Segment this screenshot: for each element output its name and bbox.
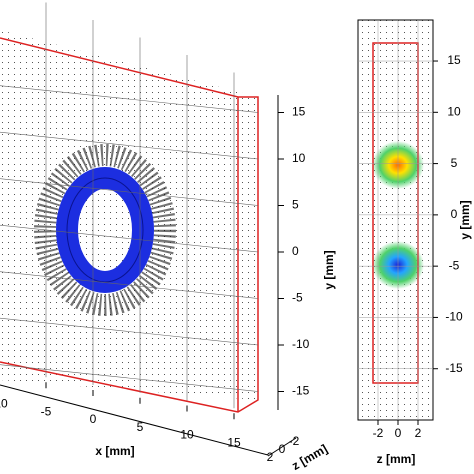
- y-tick-label: -5: [292, 291, 303, 305]
- domain-box: [0, 37, 259, 413]
- z-axis: [267, 437, 297, 457]
- grid-line: [0, 85, 259, 113]
- x-tick-label: 10: [180, 428, 194, 442]
- y-tick-label: 5: [292, 198, 299, 212]
- z-tick-label: 2: [267, 450, 274, 464]
- grid-line: [0, 178, 259, 206]
- grid-line: [0, 224, 259, 253]
- y-tick-label: 0: [292, 244, 299, 258]
- vortex-ring-edge: [66, 177, 144, 283]
- y-tick-label: 0: [451, 207, 458, 221]
- grid-line: [0, 364, 259, 392]
- y-tick-label: 10: [447, 104, 461, 118]
- vortex-arrows: [34, 144, 176, 316]
- x-tick-label: 5: [137, 420, 144, 434]
- panel-2d: [357, 19, 434, 421]
- z-tick-label: 0: [279, 442, 286, 456]
- y-axis-label: y [mm]: [458, 200, 472, 239]
- x-tick-label: -2: [373, 426, 384, 440]
- y-tick-label: -10: [445, 310, 463, 324]
- vector-field: [0, 30, 258, 400]
- grid-line: [0, 271, 259, 299]
- y-tick-label: -10: [292, 337, 310, 351]
- y-tick-label: -15: [292, 384, 310, 398]
- y-tick-label: -15: [445, 361, 463, 375]
- x-tick-label: -10: [0, 397, 8, 411]
- z-tick-label: -2: [289, 434, 300, 448]
- x-tick-label: -5: [41, 404, 52, 418]
- y-tick-label: 5: [451, 156, 458, 170]
- y-tick-label: 15: [292, 105, 306, 119]
- x-tick-label: 0: [395, 426, 402, 440]
- y-tick-label: -5: [449, 258, 460, 272]
- y-axis-label: y [mm]: [322, 250, 336, 289]
- panel-3d: [0, 30, 297, 457]
- x-axis-label: z [mm]: [377, 452, 416, 466]
- y-tick-label: 10: [292, 151, 306, 165]
- x-tick-label: 0: [90, 412, 97, 426]
- grid-line: [0, 131, 259, 160]
- x-axis: [0, 384, 269, 456]
- x-axis-label: x [mm]: [95, 444, 134, 458]
- y-tick-label: 15: [447, 53, 461, 67]
- x-tick-label: 2: [415, 426, 422, 440]
- plot-area: [357, 19, 434, 421]
- grid-line: [0, 317, 259, 346]
- x-tick-label: 15: [227, 435, 241, 449]
